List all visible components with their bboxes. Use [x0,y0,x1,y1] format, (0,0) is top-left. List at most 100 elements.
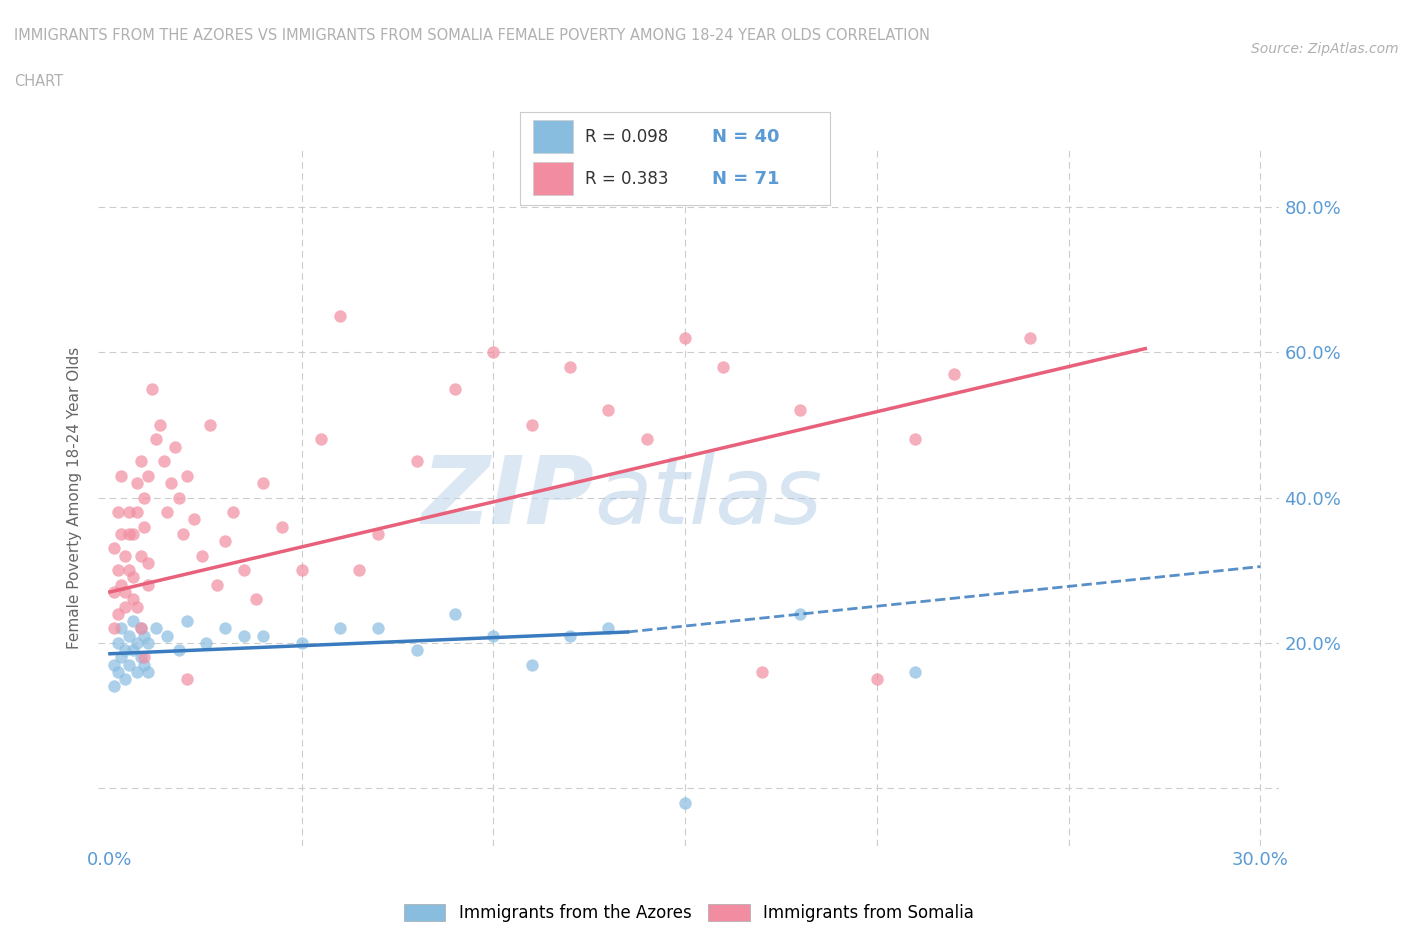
Point [444,606,467,621]
Point [160,475,183,490]
Point [176,469,198,484]
Point [125,599,148,614]
Point [149,418,172,432]
Point [214,534,236,549]
Point [673,330,696,345]
Point [125,635,148,650]
Point [136,555,159,570]
Point [107,606,129,621]
Point [482,345,505,360]
Point [252,475,274,490]
Text: IMMIGRANTS FROM THE AZORES VS IMMIGRANTS FROM SOMALIA FEMALE POVERTY AMONG 18-24: IMMIGRANTS FROM THE AZORES VS IMMIGRANTS… [14,28,929,43]
Point [110,578,132,592]
Point [751,665,773,680]
Point [156,628,179,643]
Y-axis label: Female Poverty Among 18-24 Year Olds: Female Poverty Among 18-24 Year Olds [67,347,83,649]
Point [713,359,735,374]
Text: atlas: atlas [595,452,823,543]
Point [233,563,256,578]
Point [367,526,389,541]
Point [103,658,125,672]
Point [329,309,352,324]
Bar [533,120,572,153]
Point [673,795,696,810]
Text: CHART: CHART [14,74,63,89]
Point [103,541,125,556]
Point [904,665,927,680]
Point [309,432,332,447]
Point [114,671,136,686]
Point [520,658,543,672]
Point [329,621,352,636]
Point [165,439,187,454]
Legend: Immigrants from the Azores, Immigrants from Somalia: Immigrants from the Azores, Immigrants f… [396,897,981,929]
Point [167,490,190,505]
Point [152,454,174,469]
Point [141,381,163,396]
Point [136,635,159,650]
Point [129,621,152,636]
Point [129,650,152,665]
Point [136,578,159,592]
Point [145,621,167,636]
Point [558,628,581,643]
Point [207,578,229,592]
Point [129,621,152,636]
Point [636,432,658,447]
Point [444,381,467,396]
Point [125,665,148,680]
Point [107,505,129,520]
Point [482,628,505,643]
Point [136,665,159,680]
Point [789,403,811,418]
Point [942,366,965,381]
Point [110,621,132,636]
Point [904,432,927,447]
Point [1019,330,1042,345]
Point [221,505,243,520]
Point [520,418,543,432]
Point [134,519,156,534]
Point [118,628,141,643]
Point [125,475,148,490]
Point [233,628,256,643]
Point [122,614,145,629]
Point [125,505,148,520]
Point [134,650,156,665]
Point [103,621,125,636]
Point [405,454,427,469]
Point [129,549,152,564]
Point [347,563,370,578]
Point [214,621,236,636]
Point [122,570,145,585]
Point [122,526,145,541]
Point [114,643,136,658]
Point [558,359,581,374]
Point [136,469,159,484]
Point [252,628,274,643]
Point [114,599,136,614]
Point [118,526,141,541]
Point [122,643,145,658]
Text: N = 71: N = 71 [711,169,779,188]
Point [598,403,620,418]
Point [103,585,125,600]
Point [134,628,156,643]
Point [134,490,156,505]
Point [598,621,620,636]
Text: Source: ZipAtlas.com: Source: ZipAtlas.com [1251,42,1399,56]
Point [167,643,190,658]
Point [118,658,141,672]
Point [271,519,294,534]
Point [789,606,811,621]
Point [245,591,267,606]
Text: R = 0.383: R = 0.383 [585,169,669,188]
Text: R = 0.098: R = 0.098 [585,127,668,146]
Point [107,665,129,680]
Point [172,526,194,541]
Point [291,563,314,578]
Point [405,643,427,658]
Point [176,614,198,629]
Point [118,563,141,578]
Point [291,635,314,650]
